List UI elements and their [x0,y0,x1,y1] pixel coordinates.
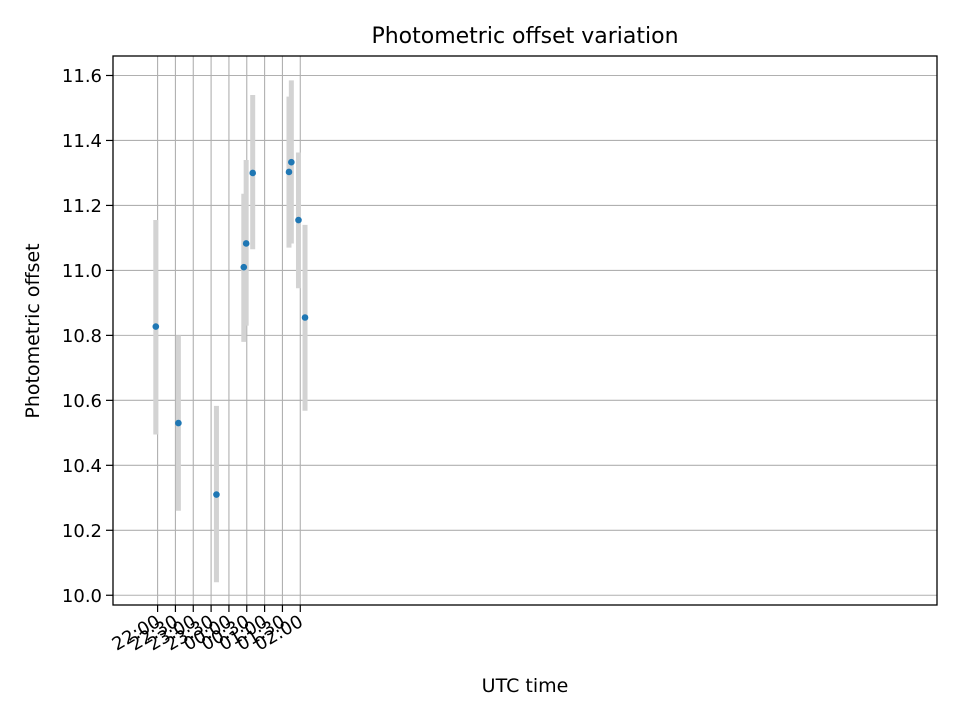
x-axis-label: UTC time [482,675,569,697]
y-tick-label: 11.4 [62,131,102,152]
y-tick-label: 11.6 [62,66,102,87]
y-tick-label: 10.4 [62,456,102,477]
chart-title: Photometric offset variation [371,24,678,49]
data-point [213,491,220,498]
y-tick-label: 10.2 [62,521,102,542]
data-point [249,169,257,177]
y-axis: 10.0 10.2 10.4 10.6 10.8 11.0 11.2 11.4 11.6 [62,66,113,607]
y-tick-label: 10.6 [62,391,102,412]
data-point [301,314,309,321]
data-point [175,419,182,427]
y-tick-label: 10.8 [62,326,102,347]
y-tick-label: 10.0 [62,586,102,607]
plot-frame [112,55,938,606]
y-tick-label: 11.0 [62,261,102,282]
data-point [288,158,295,166]
data-point [285,168,293,176]
y-tick-label: 11.2 [62,196,102,217]
data-point [152,323,160,330]
grid [113,56,937,605]
x-axis: 22:0022:3023:0023:3000:0000:3001:0001:30… [109,605,307,655]
data-points [152,158,309,498]
data-point [242,240,250,247]
y-axis-label: Photometric offset [22,243,44,418]
data-point [240,263,248,271]
data-point [295,216,302,224]
